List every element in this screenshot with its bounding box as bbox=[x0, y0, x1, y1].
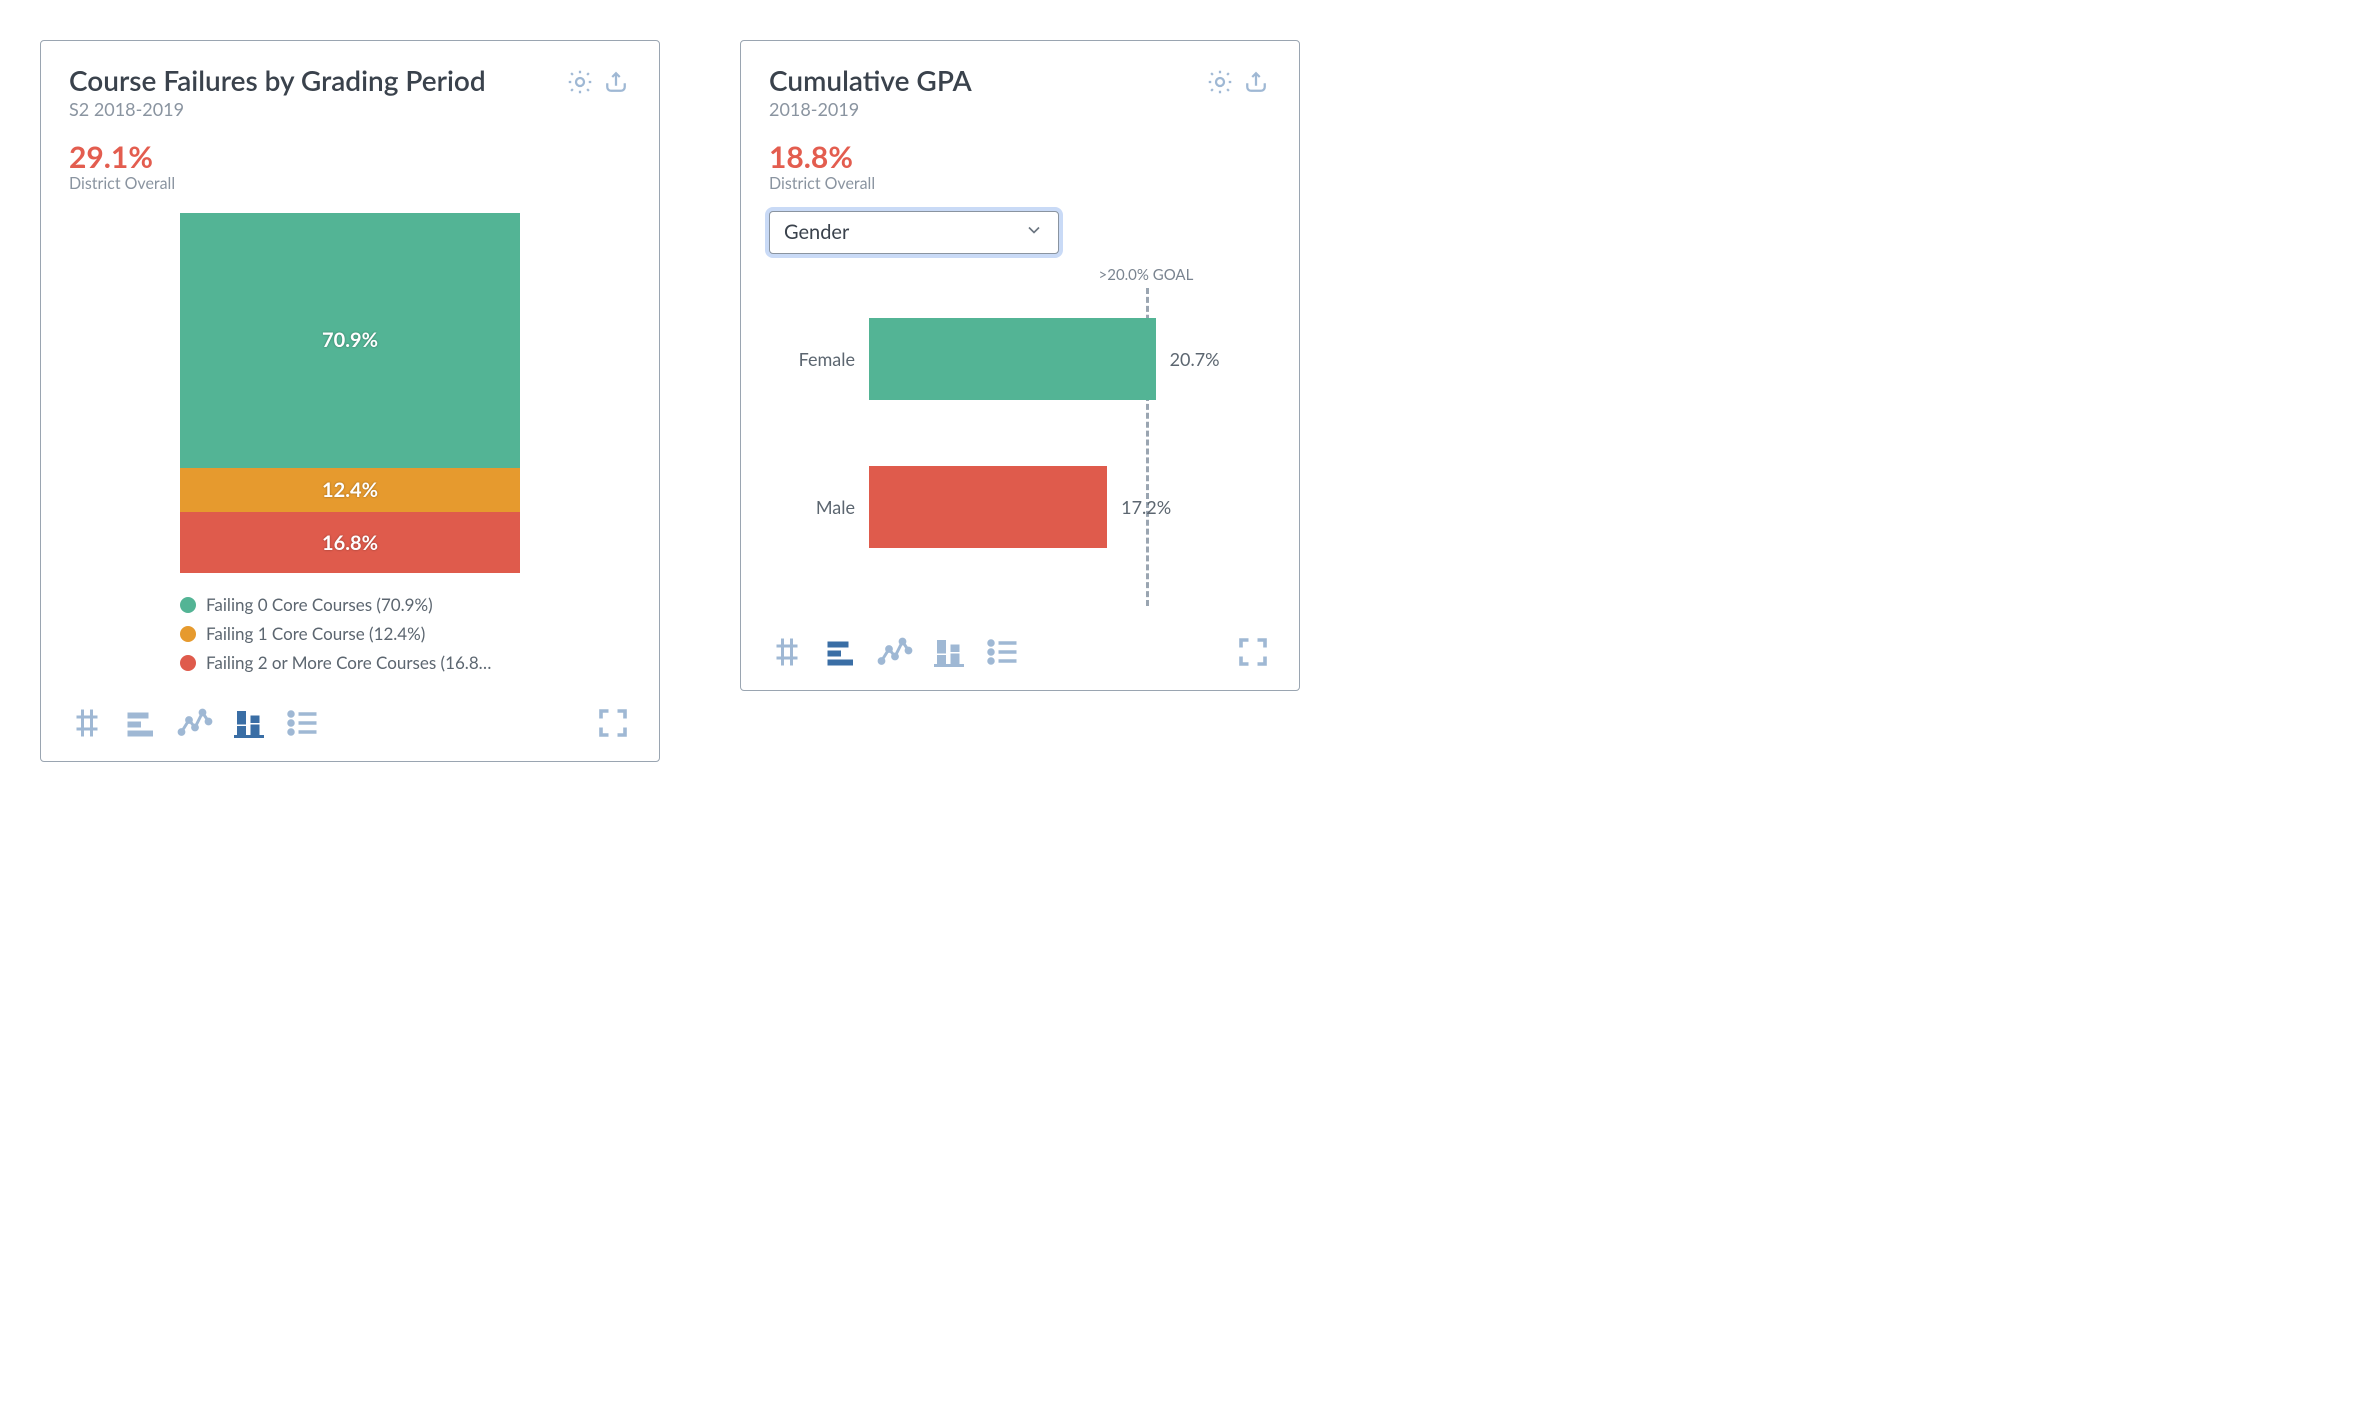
hbar-value-label: 17.2% bbox=[1121, 496, 1171, 518]
card-header-actions bbox=[565, 67, 631, 97]
metric-block: 29.1% District Overall bbox=[69, 142, 631, 193]
line-chart-icon[interactable] bbox=[177, 705, 213, 741]
stacked-bar-chart: 70.9%12.4%16.8% bbox=[69, 213, 631, 573]
dropdown-selected: Gender bbox=[784, 220, 849, 244]
export-icon[interactable] bbox=[601, 67, 631, 97]
hbar-icon[interactable] bbox=[823, 634, 859, 670]
card-toolbar bbox=[69, 705, 631, 741]
card-subtitle: S2 2018-2019 bbox=[69, 98, 565, 120]
gear-icon[interactable] bbox=[565, 67, 595, 97]
metric-value: 18.8% bbox=[769, 142, 1271, 172]
stacked-segment[interactable]: 70.9% bbox=[180, 213, 520, 468]
card-subtitle: 2018-2019 bbox=[769, 98, 1205, 120]
card-cumulative-gpa: Cumulative GPA 2018-2019 bbox=[740, 40, 1300, 691]
hbar-row: Female 20.7% bbox=[769, 318, 1271, 400]
hbar-category-label: Male bbox=[769, 496, 869, 518]
card-header-actions bbox=[1205, 67, 1271, 97]
stacked-segment[interactable]: 12.4% bbox=[180, 468, 520, 513]
line-chart-icon[interactable] bbox=[877, 634, 913, 670]
card-title-block: Cumulative GPA 2018-2019 bbox=[769, 65, 1205, 120]
expand-icon[interactable] bbox=[1235, 634, 1271, 670]
hbar-value-label: 20.7% bbox=[1170, 348, 1220, 370]
chevron-down-icon bbox=[1024, 220, 1044, 245]
card-toolbar bbox=[769, 634, 1271, 670]
hbar-icon[interactable] bbox=[123, 705, 159, 741]
gear-icon[interactable] bbox=[1205, 67, 1235, 97]
horizontal-bar-chart: >20.0% GOAL Female 20.7% Male 17.2% bbox=[769, 266, 1271, 606]
card-title: Course Failures by Grading Period bbox=[69, 65, 565, 96]
stacked-segment[interactable]: 16.8% bbox=[180, 512, 520, 572]
legend-swatch bbox=[180, 597, 196, 613]
hash-icon[interactable] bbox=[769, 634, 805, 670]
goal-label: >20.0% GOAL bbox=[1099, 266, 1194, 284]
legend-swatch bbox=[180, 626, 196, 642]
card-title-block: Course Failures by Grading Period S2 201… bbox=[69, 65, 565, 120]
view-switcher bbox=[69, 705, 321, 741]
stacked-bar-icon[interactable] bbox=[231, 705, 267, 741]
list-icon[interactable] bbox=[285, 705, 321, 741]
legend-item[interactable]: Failing 2 or More Core Courses (16.8… bbox=[180, 649, 520, 678]
metric-block: 18.8% District Overall bbox=[769, 142, 1271, 193]
metric-label: District Overall bbox=[769, 174, 1271, 193]
legend-swatch bbox=[180, 655, 196, 671]
stacked-bar: 70.9%12.4%16.8% bbox=[180, 213, 520, 573]
breakdown-dropdown[interactable]: Gender bbox=[769, 211, 1059, 254]
legend-label: Failing 1 Core Course (12.4%) bbox=[206, 620, 425, 649]
metric-value: 29.1% bbox=[69, 142, 631, 172]
card-header: Course Failures by Grading Period S2 201… bbox=[69, 65, 631, 120]
chart-legend: Failing 0 Core Courses (70.9%)Failing 1 … bbox=[180, 591, 520, 678]
expand-icon[interactable] bbox=[595, 705, 631, 741]
hbar-bar[interactable] bbox=[869, 466, 1107, 548]
stacked-bar-icon[interactable] bbox=[931, 634, 967, 670]
card-title: Cumulative GPA bbox=[769, 65, 1205, 96]
legend-item[interactable]: Failing 0 Core Courses (70.9%) bbox=[180, 591, 520, 620]
hbar-row: Male 17.2% bbox=[769, 466, 1271, 548]
card-header: Cumulative GPA 2018-2019 bbox=[769, 65, 1271, 120]
view-switcher bbox=[769, 634, 1021, 670]
hbar-bar[interactable] bbox=[869, 318, 1156, 400]
legend-label: Failing 0 Core Courses (70.9%) bbox=[206, 591, 433, 620]
list-icon[interactable] bbox=[985, 634, 1021, 670]
dashboard: Course Failures by Grading Period S2 201… bbox=[40, 40, 2314, 762]
legend-item[interactable]: Failing 1 Core Course (12.4%) bbox=[180, 620, 520, 649]
hbar-category-label: Female bbox=[769, 348, 869, 370]
legend-label: Failing 2 or More Core Courses (16.8… bbox=[206, 649, 491, 678]
hash-icon[interactable] bbox=[69, 705, 105, 741]
export-icon[interactable] bbox=[1241, 67, 1271, 97]
metric-label: District Overall bbox=[69, 174, 631, 193]
card-course-failures: Course Failures by Grading Period S2 201… bbox=[40, 40, 660, 762]
